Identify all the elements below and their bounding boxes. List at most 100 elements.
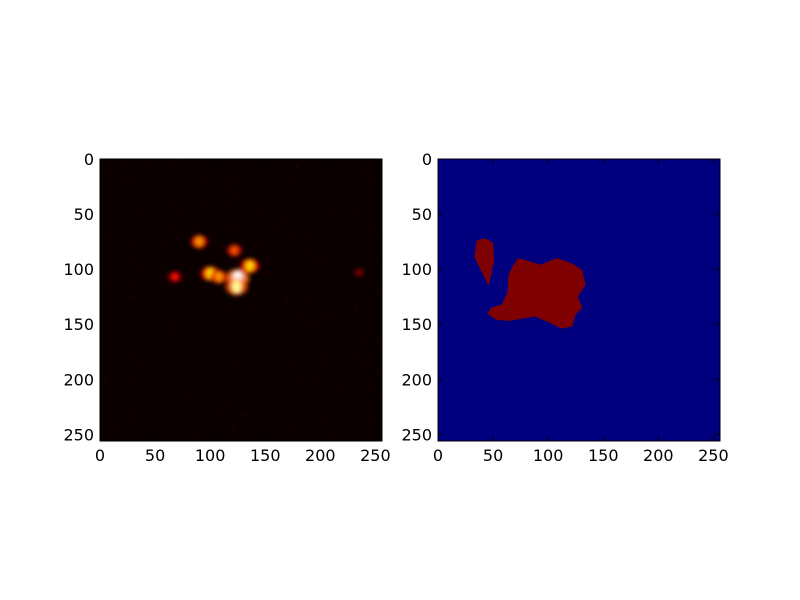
noise-speck [133, 412, 136, 415]
noise-speck [140, 200, 143, 202]
noise-speck [200, 344, 202, 347]
noise-speck [270, 272, 272, 274]
noise-speck [341, 415, 343, 417]
hotspot-core [356, 269, 362, 276]
noise-speck [287, 299, 289, 302]
noise-speck [291, 362, 294, 365]
noise-speck [169, 193, 171, 195]
noise-speck [238, 317, 240, 319]
noise-speck [127, 378, 130, 381]
noise-speck [101, 434, 103, 437]
noise-speck [141, 322, 143, 325]
noise-speck [311, 343, 313, 346]
noise-speck [288, 360, 290, 362]
noise-speck [106, 393, 109, 395]
noise-speck [107, 218, 109, 221]
noise-speck [107, 330, 110, 333]
noise-speck [142, 209, 144, 211]
x-tick-label: 200 [305, 446, 336, 465]
noise-speck [101, 260, 104, 262]
noise-speck [293, 326, 296, 329]
noise-speck [120, 221, 122, 224]
noise-speck [130, 355, 133, 358]
noise-speck [100, 223, 103, 225]
noise-speck [285, 180, 287, 183]
noise-speck [347, 280, 350, 282]
noise-speck [298, 316, 300, 319]
noise-speck [131, 251, 134, 254]
noise-speck [289, 238, 291, 240]
noise-speck [134, 284, 136, 286]
noise-speck [211, 405, 214, 408]
noise-speck [134, 269, 137, 271]
mask-panel: 0 50 100 150 200 250 0 50 100 150 200 250 [401, 150, 728, 465]
noise-speck [239, 173, 241, 176]
noise-speck [260, 219, 263, 222]
noise-speck [380, 398, 382, 400]
noise-speck [104, 376, 106, 379]
noise-speck [144, 418, 147, 421]
noise-speck [123, 175, 125, 178]
noise-speck [166, 228, 168, 230]
noise-speck [219, 407, 222, 409]
noise-speck [123, 178, 125, 180]
noise-speck [197, 224, 199, 226]
noise-speck [273, 311, 275, 313]
noise-speck [180, 159, 182, 161]
noise-speck [373, 420, 375, 422]
noise-speck [126, 325, 129, 327]
noise-speck [170, 246, 172, 249]
noise-speck [176, 232, 178, 234]
noise-speck [129, 295, 132, 298]
noise-speck [309, 287, 311, 290]
noise-speck [174, 407, 176, 409]
noise-speck [211, 396, 214, 398]
noise-speck [164, 244, 167, 246]
y-tick-label: 0 [422, 150, 432, 169]
noise-speck [130, 216, 133, 219]
noise-speck [312, 165, 315, 168]
noise-speck [338, 386, 340, 389]
noise-speck [152, 400, 155, 402]
noise-speck [321, 237, 324, 240]
noise-speck [248, 247, 251, 250]
heatmap-x-ticks: 0 50 100 150 200 250 [95, 159, 391, 465]
noise-speck [153, 341, 155, 344]
noise-speck [120, 160, 123, 162]
noise-speck [106, 250, 109, 252]
noise-speck [125, 258, 127, 260]
noise-speck [224, 184, 226, 186]
noise-speck [265, 196, 267, 198]
noise-speck [172, 353, 175, 356]
noise-speck [343, 283, 346, 285]
noise-speck [305, 188, 307, 190]
noise-speck [260, 416, 263, 419]
y-tick-label: 250 [401, 425, 432, 444]
noise-speck [137, 210, 139, 212]
noise-speck [209, 210, 212, 213]
noise-speck [283, 221, 285, 224]
noise-speck [186, 256, 189, 258]
noise-speck [176, 212, 178, 214]
noise-speck [315, 257, 317, 260]
noise-speck [302, 339, 304, 341]
noise-speck [373, 203, 375, 205]
noise-speck [319, 354, 322, 356]
noise-speck [134, 192, 137, 194]
noise-speck [272, 267, 274, 269]
y-tick-label: 150 [401, 315, 432, 334]
noise-speck [377, 284, 380, 287]
noise-speck [234, 363, 236, 365]
noise-speck [373, 400, 375, 402]
noise-speck [125, 285, 128, 287]
y-tick-label: 0 [84, 150, 94, 169]
noise-speck [327, 196, 329, 198]
noise-speck [237, 237, 240, 240]
noise-speck [122, 406, 124, 409]
noise-speck [173, 321, 175, 323]
noise-speck [316, 326, 318, 328]
noise-speck [253, 349, 255, 352]
noise-speck [314, 217, 316, 220]
noise-speck [153, 277, 155, 279]
